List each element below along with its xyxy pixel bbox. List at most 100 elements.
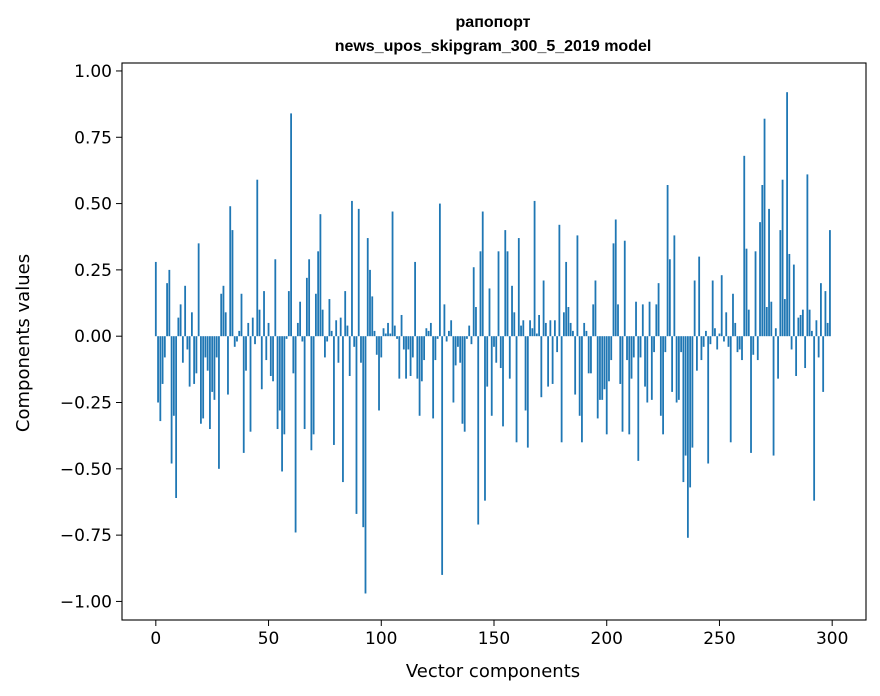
bar-269	[761, 185, 764, 337]
bar-159	[513, 312, 516, 337]
bar-84	[344, 291, 347, 337]
bar-97	[373, 330, 376, 337]
bar-29	[220, 293, 223, 337]
x-tick-label: 50	[258, 629, 280, 649]
bar-118	[420, 336, 423, 382]
bar-83	[342, 336, 344, 483]
y-tick-label: 0.75	[74, 128, 112, 148]
bar-279	[783, 299, 786, 337]
bar-40	[245, 336, 247, 371]
bar-203	[612, 243, 615, 337]
bar-43	[251, 317, 254, 337]
bar-208	[623, 240, 626, 337]
bar-77	[328, 299, 331, 337]
bar-79	[333, 336, 335, 445]
bar-146	[484, 336, 486, 501]
bar-139	[468, 325, 471, 337]
bar-63	[296, 322, 299, 337]
bar-45	[256, 179, 259, 337]
bar-205	[617, 304, 619, 337]
bar-216	[641, 304, 644, 337]
bar-133	[454, 336, 457, 366]
bar-74	[321, 309, 324, 337]
bar-100	[380, 336, 383, 358]
bar-57	[283, 336, 286, 435]
bar-297	[824, 291, 827, 337]
y-tick-label: 1.00	[74, 62, 112, 82]
bar-122	[429, 322, 432, 337]
bar-73	[319, 214, 322, 337]
bar-177	[553, 320, 556, 337]
bar-169	[535, 333, 538, 337]
bar-9	[175, 336, 178, 498]
bar-191	[585, 330, 588, 337]
bar-212	[632, 336, 635, 358]
bar-175	[549, 320, 552, 337]
bar-292	[813, 336, 816, 501]
bar-197	[599, 336, 601, 400]
bar-30	[222, 285, 225, 337]
bar-34	[231, 230, 234, 337]
bar-178	[556, 336, 559, 353]
bar-298	[826, 322, 829, 337]
bar-109	[400, 314, 403, 337]
bar-190	[583, 322, 586, 337]
bar-129	[445, 336, 448, 342]
bar-209	[626, 336, 628, 361]
x-tick-label: 0	[150, 629, 161, 649]
bar-22	[204, 336, 207, 358]
bar-187	[576, 235, 579, 337]
bar-35	[233, 336, 236, 347]
bar-173	[544, 322, 547, 337]
bar-252	[723, 336, 725, 342]
bar-105	[391, 211, 394, 337]
bar-161	[517, 238, 520, 337]
bar-62	[294, 336, 297, 533]
chart-title: рапопорт	[456, 14, 531, 31]
bar-31	[224, 312, 227, 337]
bar-270	[763, 118, 766, 337]
bar-288	[804, 336, 807, 369]
bar-32	[227, 336, 229, 395]
bar-245	[707, 336, 710, 464]
bar-147	[486, 336, 489, 387]
bar-256	[732, 293, 734, 337]
bar-120	[425, 328, 428, 337]
bar-238	[691, 336, 694, 448]
bar-6	[168, 269, 171, 337]
bar-60	[290, 113, 292, 337]
bar-78	[330, 330, 333, 337]
bar-194	[592, 304, 595, 337]
y-tick-label: 0.25	[74, 261, 112, 281]
y-axis-label: Components values	[13, 254, 34, 432]
bar-289	[806, 174, 809, 337]
x-tick-label: 200	[591, 629, 623, 649]
bar-266	[754, 251, 757, 337]
chart-subtitle: news_upos_skipgram_300_5_2019 model	[335, 38, 652, 55]
bar-121	[427, 330, 430, 337]
bar-75	[324, 336, 326, 358]
bar-225	[662, 336, 664, 435]
bar-174	[547, 336, 550, 387]
bar-171	[540, 336, 543, 398]
bar-102	[384, 333, 387, 337]
bar-140	[470, 336, 473, 345]
bar-284	[795, 336, 798, 376]
bar-213	[635, 301, 637, 337]
bar-265	[752, 336, 755, 355]
bar-53	[274, 259, 277, 337]
bar-241	[698, 256, 701, 337]
bar-296	[822, 336, 825, 392]
bar-249	[716, 336, 719, 350]
bar-42	[249, 336, 252, 432]
bar-195	[594, 280, 597, 337]
bar-184	[569, 322, 572, 337]
bar-87	[351, 200, 353, 337]
bar-188	[578, 336, 581, 416]
bar-112	[407, 336, 410, 350]
bar-290	[808, 309, 811, 337]
bar-123	[432, 336, 435, 419]
bar-148	[488, 288, 491, 337]
bar-181	[562, 312, 565, 337]
